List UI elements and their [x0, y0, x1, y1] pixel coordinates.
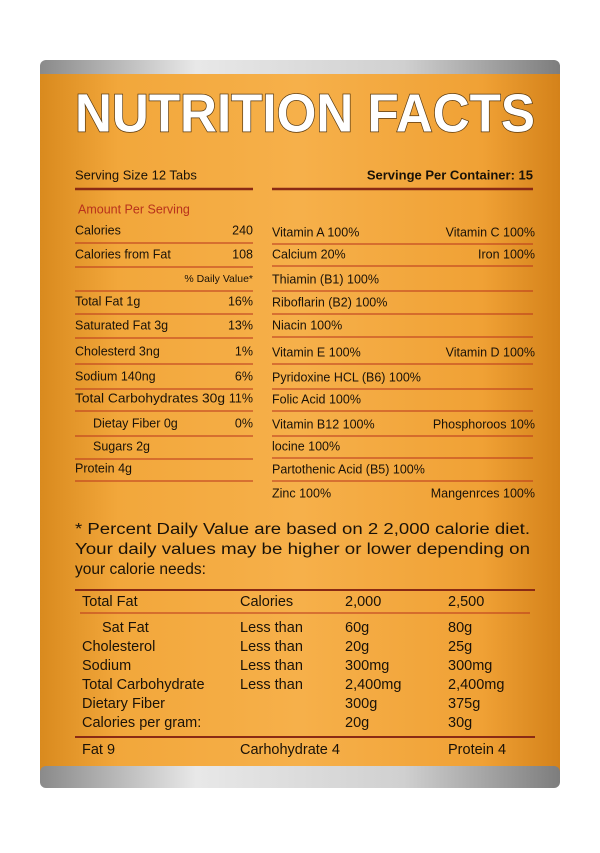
table-cell: Calories per gram: [82, 715, 201, 731]
vitamin: Mangenrces 100% [431, 486, 535, 500]
table-cell: Less than [240, 620, 303, 636]
vitamin: Vitamin A 100% [272, 225, 359, 239]
amount-per-serving: Amount Per Serving [78, 202, 190, 216]
nutrient-value: 11% [229, 391, 253, 405]
table-cell: 2,500 [448, 594, 484, 610]
table-cell: 300g [345, 696, 377, 712]
vitamin: Vitamin E 100% [272, 345, 361, 359]
vitamin: Calcium 20% [272, 247, 346, 261]
nutrient: Calories [75, 223, 121, 237]
table-cell: Total Fat [82, 594, 138, 610]
nutrient: Sodium 140ng [75, 369, 156, 383]
table-cell: 2,400mg [448, 677, 504, 693]
table-cell: 80g [448, 620, 472, 636]
table-cell: 60g [345, 620, 369, 636]
table-cell: Dietary Fiber [82, 696, 165, 712]
nutrient-value: 1% [235, 344, 253, 358]
vitamin: Folic Acid 100% [272, 392, 361, 406]
table-cell: Less than [240, 658, 303, 674]
vitamin: Vitamin D 100% [446, 345, 535, 359]
vitamin: Iron 100% [478, 247, 535, 261]
table-cell: Fat 9 [82, 742, 115, 758]
table-cell: Less than [240, 639, 303, 655]
nutrient-value: % Daily Value* [184, 273, 253, 285]
vitamin: Vitamin C 100% [446, 225, 535, 239]
bottom-rim [40, 766, 560, 788]
vitamin: locine 100% [272, 439, 340, 453]
table-cell: 25g [448, 639, 472, 655]
table-cell: 375g [448, 696, 480, 712]
table-cell: Sodium [82, 658, 131, 674]
table-cell: Cholesterol [82, 639, 155, 655]
vitamin: Zinc 100% [272, 486, 331, 500]
nutrient: Protein 4g [75, 461, 132, 475]
table-cell: 2,400mg [345, 677, 401, 693]
content: Serving Size 12 Tabs Servinge Per Contain… [75, 167, 535, 758]
nutrient-value: 13% [228, 318, 253, 332]
nutrient-value: 108 [232, 247, 253, 261]
table-cell: 20g [345, 639, 369, 655]
label-body [40, 74, 560, 774]
nutrient: Dietay Fiber 0g [93, 416, 178, 430]
nutrient: Total Carbohydrates 30g [75, 391, 225, 405]
vitamin: Pyridoxine HCL (B6) 100% [272, 370, 421, 384]
vitamin: Thiamin (B1) 100% [272, 272, 379, 286]
nutrient: Calories from Fat [75, 247, 171, 261]
table-cell: 2,000 [345, 594, 381, 610]
table-cell: Total Carbohydrate [82, 677, 205, 693]
table-cell: Protein 4 [448, 742, 506, 758]
vitamin: Niacin 100% [272, 318, 342, 332]
table-cell: 30g [448, 715, 472, 731]
servings-per-container: Servinge Per Container: 15 [367, 167, 533, 182]
footnote: * Percent Daily Value are based on 2 2,0… [75, 521, 530, 538]
table-cell: Sat Fat [102, 620, 149, 636]
table-cell: Carhohydrate 4 [240, 742, 340, 758]
vitamin: Phosphoroos 10% [433, 417, 535, 431]
nutrient: Cholesterd 3ng [75, 344, 160, 358]
table-cell: 300mg [448, 658, 492, 674]
table-cell: 20g [345, 715, 369, 731]
footnote: Your daily values may be higher or lower… [75, 541, 530, 558]
table-cell: Less than [240, 677, 303, 693]
nutrient: Total Fat 1g [75, 294, 140, 308]
footnote: your calorie needs: [75, 561, 206, 578]
nutrient-value: 0% [235, 416, 253, 430]
nutrient-value: 6% [235, 369, 253, 383]
nutrient: Saturated Fat 3g [75, 318, 168, 332]
vitamin: Vitamin B12 100% [272, 417, 375, 431]
vitamin: Partothenic Acid (B5) 100% [272, 462, 425, 476]
nutrient-value: 16% [228, 294, 253, 308]
title: NUTRITION FACTS [75, 83, 535, 143]
nutrient-value: 240 [232, 223, 253, 237]
serving-size: Serving Size 12 Tabs [75, 167, 197, 182]
vitamin: Riboflarin (B2) 100% [272, 295, 387, 309]
table-cell: Calories [240, 594, 293, 610]
nutrient: Sugars 2g [93, 439, 150, 453]
table-cell: 300mg [345, 658, 389, 674]
